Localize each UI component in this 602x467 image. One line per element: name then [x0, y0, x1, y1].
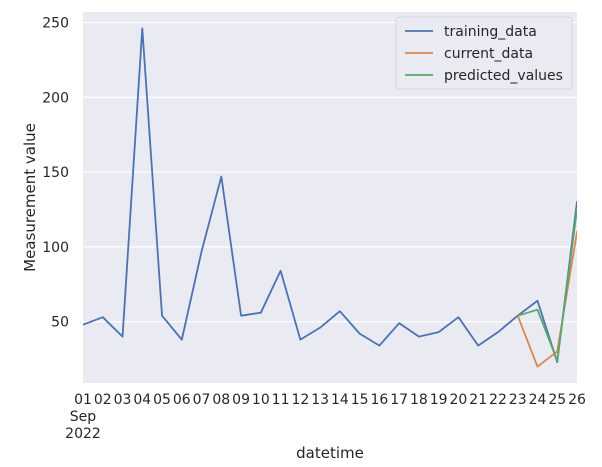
legend-box [395, 16, 573, 90]
x-tick-label: 10 [252, 392, 270, 408]
x-tick-label: 13 [311, 392, 329, 408]
x-tick-label: 18 [410, 392, 428, 408]
x-axis-label: datetime [296, 444, 364, 462]
x-tick-label: 14 [331, 392, 349, 408]
y-tick-label: 100 [42, 240, 69, 256]
x-tick-label: 02 [94, 392, 112, 408]
legend-label: predicted_values [444, 68, 563, 84]
x-tick-label: 22 [489, 392, 507, 408]
x-tick-label: 15 [351, 392, 369, 408]
x-tick-label: 05 [153, 392, 171, 408]
x-tick-label: 03 [114, 392, 132, 408]
y-tick-label: 250 [42, 15, 69, 31]
x-tick-label: 25 [548, 392, 566, 408]
x-tick-label: 24 [529, 392, 547, 408]
x-tick-label: 04 [133, 392, 151, 408]
x-tick-label: 26 [568, 392, 586, 408]
x-tick-sublabel: 2022 [65, 426, 101, 442]
x-tick-label: 01 [74, 392, 92, 408]
legend: training_data current_data predicted_value… [395, 16, 573, 90]
legend-label: current_data [444, 46, 533, 62]
y-tick-label: 50 [51, 315, 69, 331]
x-tick-label: 07 [193, 392, 211, 408]
x-tick-label: 21 [469, 392, 487, 408]
series-lines [83, 27, 577, 368]
x-tick-label: 17 [390, 392, 408, 408]
x-tick-label: 19 [430, 392, 448, 408]
x-tick-label: 11 [272, 392, 290, 408]
legend-label: training_data [444, 24, 537, 40]
grid [83, 21, 577, 323]
x-tick-label: 23 [509, 392, 527, 408]
x-tick-label: 08 [212, 392, 230, 408]
x-axis-ticks: 01 02 03 04 05 06 07 08 09 10 11 12 13 14 15 16 17 18 19 20… [65, 392, 586, 442]
y-axis-ticks: 50 100 150 200 250 [42, 15, 69, 330]
y-axis-label: Measurement value [21, 123, 39, 272]
x-tick-label: 20 [450, 392, 468, 408]
x-tick-label: 09 [232, 392, 250, 408]
series-line-predicted-values [516, 208, 577, 362]
x-tick-label: 12 [291, 392, 309, 408]
series-line-training-data [83, 27, 577, 363]
x-tick-sublabel: Sep [70, 409, 97, 425]
y-tick-label: 150 [42, 165, 69, 181]
y-tick-label: 200 [42, 90, 69, 106]
x-tick-label: 16 [370, 392, 388, 408]
x-tick-label: 06 [173, 392, 191, 408]
